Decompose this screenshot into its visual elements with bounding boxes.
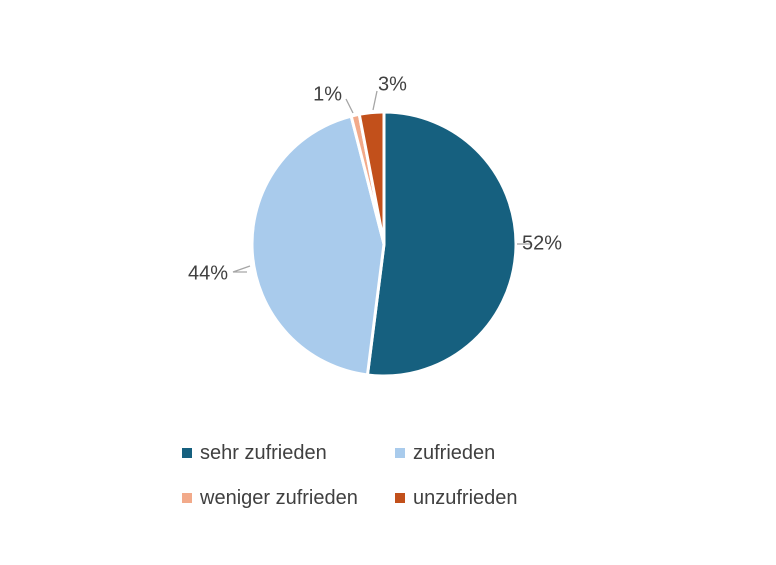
legend-item-weniger-zufrieden: weniger zufrieden [182,485,358,511]
leader-line [345,98,354,114]
legend-swatch [182,448,192,458]
data-label: 44% [188,262,228,284]
data-label: 3% [378,73,407,95]
legend-label: unzufrieden [413,486,518,509]
pie-slice-unzufrieden [357,110,386,246]
legend-label: weniger zufrieden [200,486,358,509]
data-label: 52% [522,232,562,254]
legend-item-unzufrieden: unzufrieden [395,485,518,511]
pie-slice-zufrieden [250,114,386,377]
leader-line [372,90,378,111]
legend-swatch [182,493,192,503]
legend-item-sehr-zufrieden: sehr zufrieden [182,440,327,466]
legend-swatch [395,493,405,503]
data-label: 1% [313,83,342,105]
leader-line [232,265,251,273]
legend-label: zufrieden [413,441,496,464]
legend-item-zufrieden: zufrieden [395,440,495,466]
chart-legend: sehr zufrieden zufrieden weniger zufried… [182,436,602,526]
pie-slice-sehr-zufrieden [365,110,518,378]
legend-label: sehr zufrieden [200,441,327,464]
legend-swatch [395,448,405,458]
